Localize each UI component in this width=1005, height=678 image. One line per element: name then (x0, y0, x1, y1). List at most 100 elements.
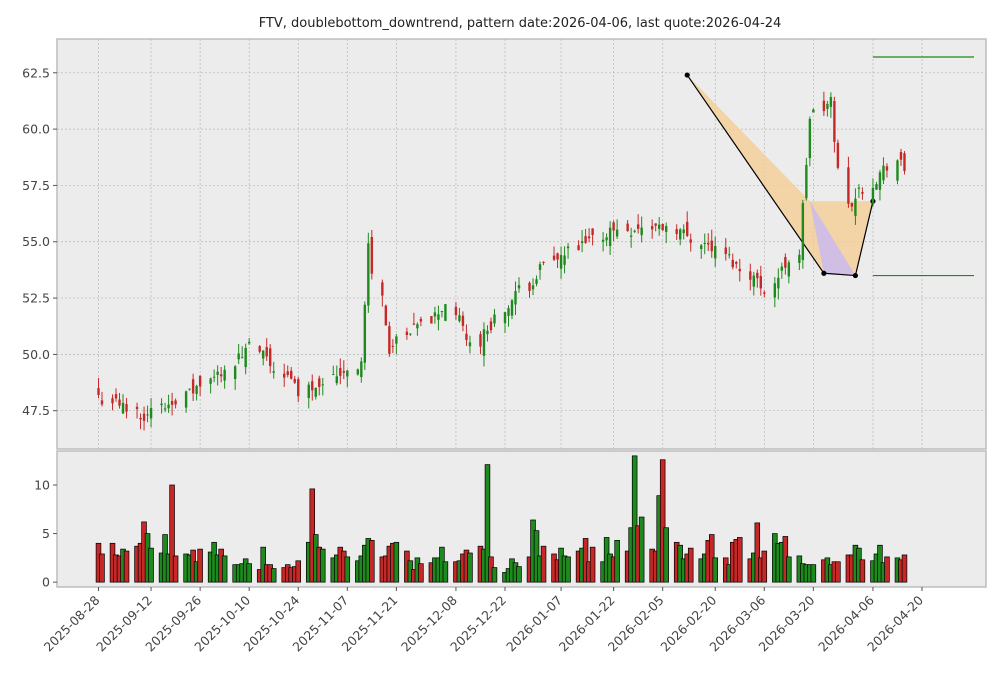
candle-body (258, 346, 261, 352)
volume-bar (565, 556, 571, 583)
candle-body (657, 224, 661, 229)
candle-body (198, 375, 202, 387)
candle-body (363, 304, 367, 363)
volume-bar (270, 568, 277, 583)
candle-body (503, 312, 507, 324)
candle-body (510, 300, 514, 316)
candle (240, 346, 244, 359)
volume-bar (295, 560, 301, 583)
candle-body (514, 291, 517, 305)
candle-body (707, 242, 710, 245)
candle (675, 224, 678, 240)
candle (272, 361, 275, 379)
candle (149, 398, 153, 428)
candle (559, 246, 563, 279)
pattern-layer (684, 72, 876, 279)
candle-body (212, 376, 216, 378)
volume-bar (172, 555, 179, 583)
candle (174, 398, 177, 409)
candle-body (318, 378, 321, 387)
candle (482, 322, 486, 367)
candle (191, 373, 195, 402)
candle-body (332, 374, 335, 376)
candle (826, 100, 829, 117)
candle-body (461, 315, 465, 326)
candle (763, 290, 766, 298)
candle-body (370, 236, 374, 274)
candle (689, 233, 692, 252)
candle-body (682, 229, 685, 234)
candle (283, 363, 286, 387)
candle-body (170, 400, 174, 405)
candle (395, 334, 398, 355)
candle (636, 214, 640, 234)
candle-body (209, 378, 212, 384)
candle-body (517, 285, 521, 289)
volume-bar (320, 548, 326, 583)
candle-body (829, 97, 833, 107)
candle-body (833, 100, 836, 142)
candle (882, 157, 885, 185)
volume-bar (659, 459, 666, 583)
candle-body (321, 384, 324, 386)
candle (468, 335, 472, 354)
candle (170, 392, 174, 416)
candle (679, 227, 682, 246)
candle-body (114, 394, 118, 399)
candle-body (661, 224, 664, 231)
y-tick-label: 47.5 (22, 403, 50, 418)
candle-body (272, 371, 275, 373)
candle (223, 365, 226, 389)
candle (209, 377, 212, 394)
candle (146, 405, 149, 423)
candle-body (262, 350, 265, 359)
candle (640, 216, 643, 243)
candle (311, 374, 314, 401)
candle (167, 394, 170, 413)
candle (871, 178, 875, 207)
volume-bar (786, 556, 792, 583)
candle (833, 96, 836, 153)
candle (552, 246, 556, 261)
candle (356, 368, 360, 376)
candle-body (360, 361, 363, 378)
candle (507, 305, 510, 327)
candle-body (139, 417, 142, 420)
candle-body (111, 398, 114, 404)
candle-body (188, 388, 191, 390)
candle (290, 367, 293, 380)
candle (444, 303, 447, 322)
candle (342, 360, 345, 380)
candle (237, 344, 240, 365)
candle (657, 217, 661, 236)
candle-body (405, 331, 409, 336)
candle (661, 223, 664, 231)
candle-body (605, 237, 608, 241)
candle (198, 374, 202, 397)
volume-bar (467, 552, 473, 583)
candle-body (100, 400, 104, 405)
candle-body (454, 306, 458, 316)
candle (759, 265, 763, 296)
candle-body (528, 282, 531, 291)
candle (125, 397, 128, 419)
candle (111, 394, 114, 411)
candle-body (416, 324, 419, 329)
candle-body (703, 242, 706, 244)
candle (486, 325, 489, 342)
candle-body (559, 255, 563, 269)
candle (752, 271, 755, 296)
candle-body (822, 100, 826, 112)
candle-body (283, 373, 286, 378)
candle-body (142, 413, 146, 421)
candle (114, 388, 118, 402)
candle-body (468, 342, 472, 347)
candle-body (269, 348, 272, 367)
candle-body (339, 367, 342, 376)
candle-body (247, 341, 251, 344)
candle (100, 391, 104, 407)
candle-body (297, 379, 300, 397)
candle-body (465, 333, 468, 341)
candle (847, 156, 850, 208)
chart-title: FTV, doublebottom_downtrend, pattern dat… (258, 16, 782, 31)
